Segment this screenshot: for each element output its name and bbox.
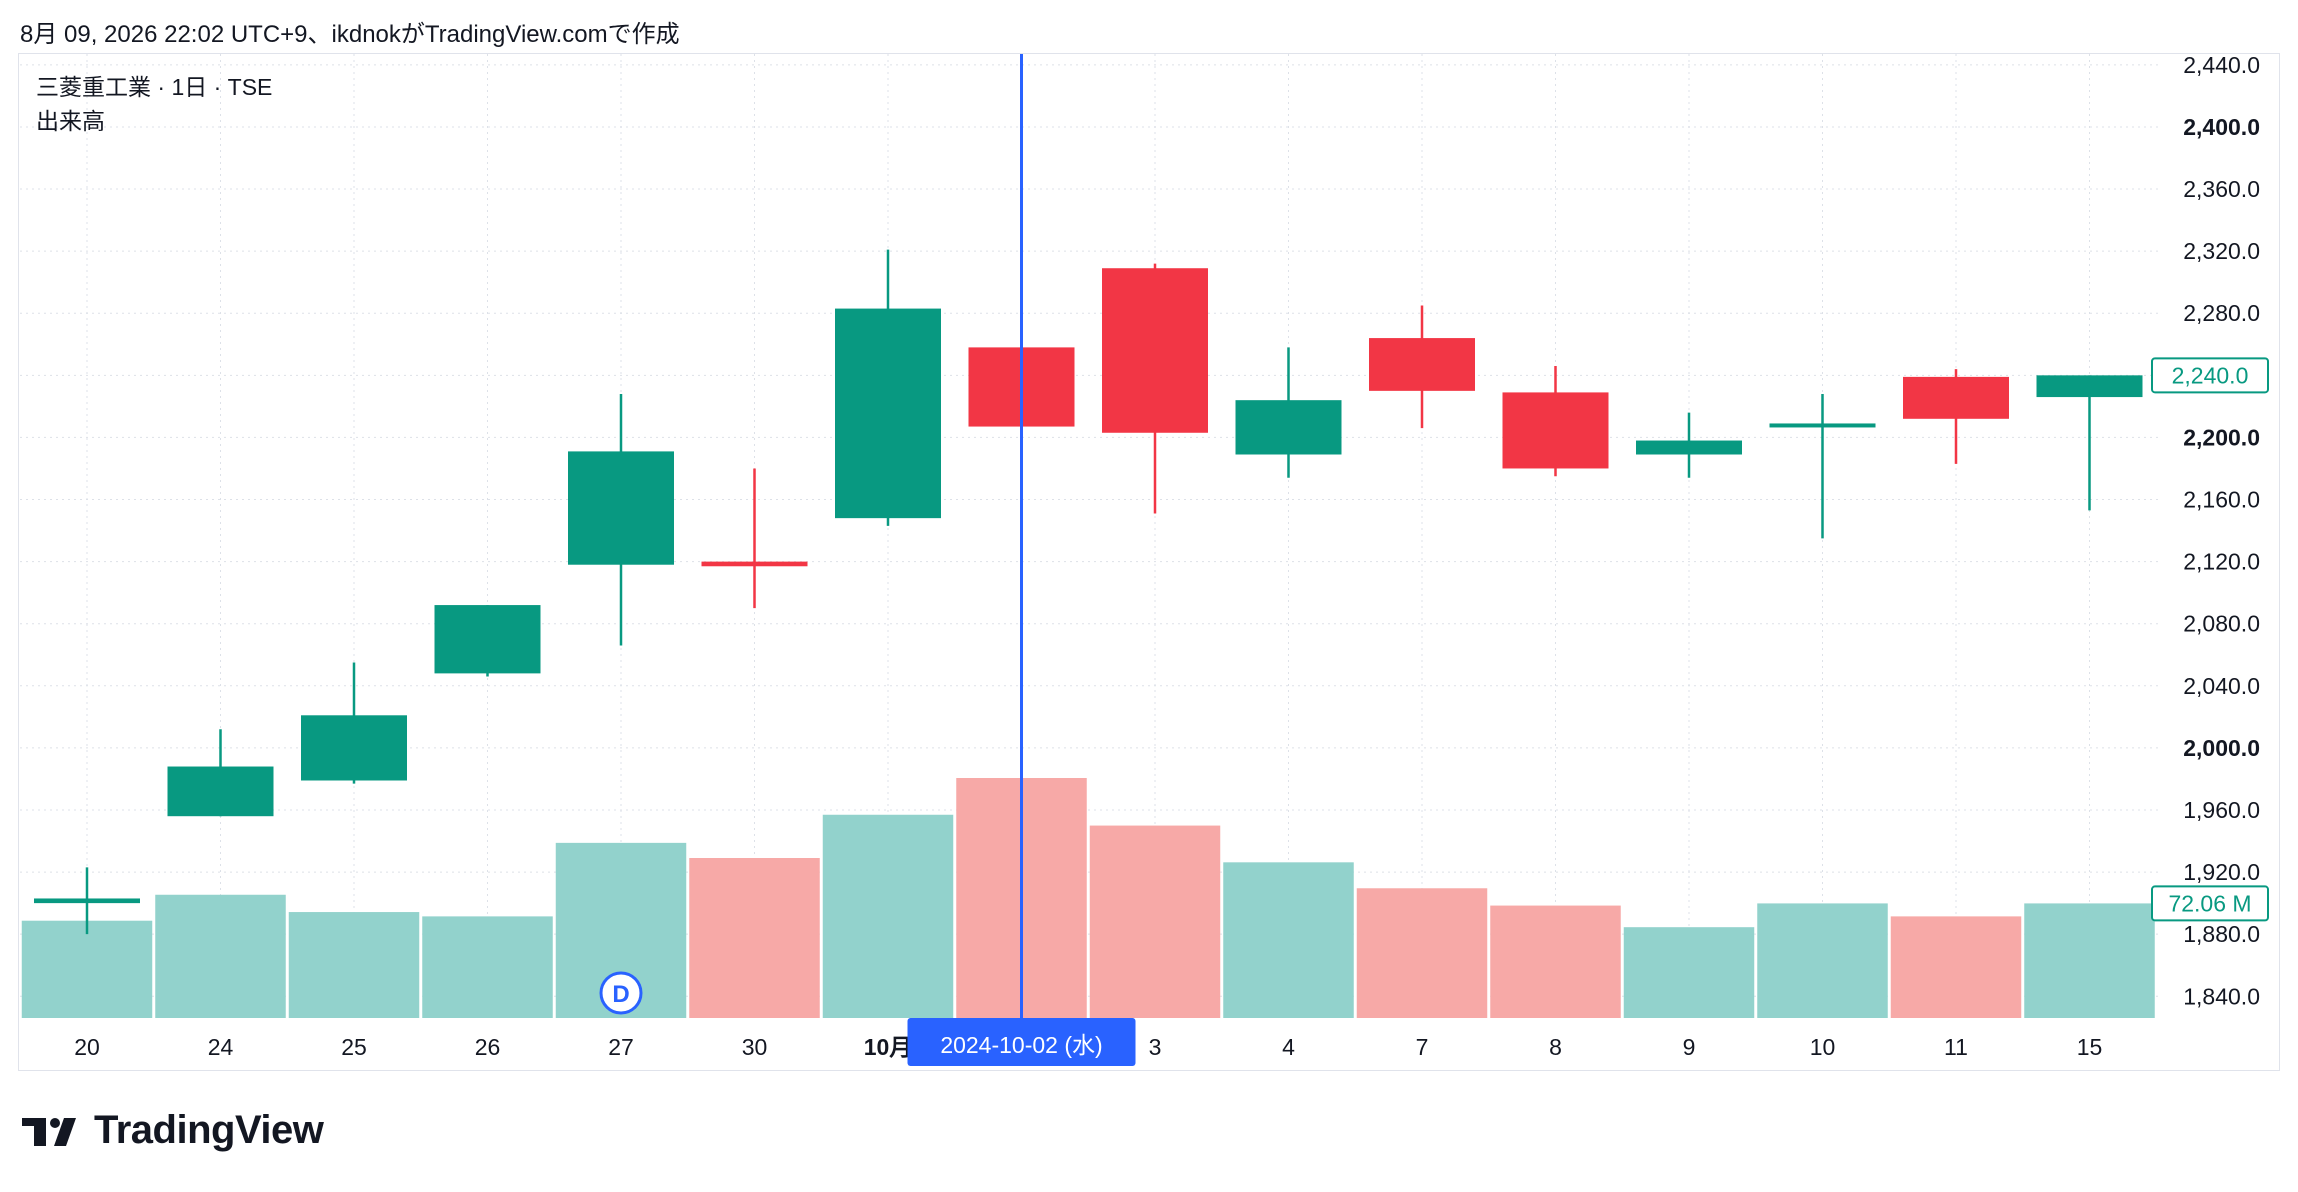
dividend-marker-icon[interactable] xyxy=(599,971,643,1015)
time-tick-label: 20 xyxy=(74,1034,100,1060)
candle-body[interactable] xyxy=(2036,375,2143,398)
volume-bar xyxy=(2024,903,2155,1018)
price-tick-label: 2,320.0 xyxy=(2183,238,2260,264)
time-tick-label: 30 xyxy=(742,1034,768,1060)
price-tick-label: 2,160.0 xyxy=(2183,487,2260,513)
time-tick-label: 4 xyxy=(1282,1034,1295,1060)
time-axis[interactable]: 20242526273010月234789101115 xyxy=(74,1034,2102,1060)
symbol-title[interactable]: 三菱重工業 · 1日 · TSE xyxy=(36,74,273,100)
price-tick-label: 2,280.0 xyxy=(2183,300,2260,326)
chart-legend: 三菱重工業 · 1日 · TSE 出来高 xyxy=(36,70,272,138)
price-tick-label: 1,880.0 xyxy=(2183,921,2260,947)
time-tick-label: 8 xyxy=(1549,1034,1562,1060)
chart-frame[interactable] xyxy=(18,53,2280,1071)
candle-body[interactable] xyxy=(1769,423,1876,428)
volume-bar xyxy=(1490,905,1621,1018)
tradingview-logo[interactable]: TradingView xyxy=(22,1108,324,1153)
price-tick-label: 2,440.0 xyxy=(2183,52,2260,78)
volume-indicator-label[interactable]: 出来高 xyxy=(36,108,105,134)
last-volume-badge xyxy=(2151,885,2269,922)
price-tick-label: 1,920.0 xyxy=(2183,859,2260,885)
time-tick-label: 9 xyxy=(1683,1034,1696,1060)
volume-bar xyxy=(1623,927,1755,1018)
volume-bar xyxy=(1890,916,2022,1018)
crosshair-date-badge xyxy=(907,1018,1136,1066)
candle-body[interactable] xyxy=(1235,400,1342,455)
time-tick-label: 24 xyxy=(208,1034,234,1060)
time-tick-label: 25 xyxy=(341,1034,367,1060)
volume-bar xyxy=(288,912,420,1018)
price-tick-label: 2,080.0 xyxy=(2183,611,2260,637)
volume-bar xyxy=(689,858,820,1018)
time-tick-label: 26 xyxy=(475,1034,501,1060)
candle-body[interactable] xyxy=(1102,268,1208,433)
volume-bar xyxy=(21,920,153,1018)
time-tick-label: 11 xyxy=(1944,1034,1968,1060)
event-markers[interactable]: D xyxy=(599,971,643,1015)
chart-snapshot-header: 8月 09, 2026 22:02 UTC+9、ikdnokがTradingVi… xyxy=(20,21,680,48)
candle-body[interactable] xyxy=(34,898,140,904)
time-tick-label: 10月 xyxy=(864,1034,913,1060)
candle-body[interactable] xyxy=(167,766,274,817)
candle-body[interactable] xyxy=(1903,376,2009,419)
volume-bar xyxy=(422,916,553,1018)
time-tick-label: 27 xyxy=(608,1034,634,1060)
price-tick-label: 2,200.0 xyxy=(2183,424,2260,450)
last-price-badge xyxy=(2151,357,2269,394)
candle-body[interactable] xyxy=(701,561,808,567)
candle-body[interactable] xyxy=(434,605,541,674)
candle-body[interactable] xyxy=(568,451,674,565)
volume-bar xyxy=(1356,888,1488,1018)
volume-bar xyxy=(155,894,286,1018)
time-tick-label: 15 xyxy=(2077,1034,2103,1060)
volume-bar xyxy=(1757,903,1888,1018)
price-axis[interactable]: 2,440.02,400.02,360.02,320.02,280.02,240… xyxy=(2183,52,2260,1009)
price-tick-label: 1,960.0 xyxy=(2183,797,2260,823)
time-tick-label: 7 xyxy=(1416,1034,1429,1060)
crosshair-date-text: 2024-10-02 (水) xyxy=(940,1032,1102,1058)
tradingview-logo-icon xyxy=(22,1117,76,1146)
dividend-marker-label: D xyxy=(612,981,629,1008)
volume-bar xyxy=(822,814,954,1018)
brand-name: TradingView xyxy=(94,1108,324,1152)
time-tick-label: 3 xyxy=(1149,1034,1162,1060)
last-volume-text: 72.06 M xyxy=(2168,890,2251,916)
price-tick-label: 1,840.0 xyxy=(2183,983,2260,1009)
price-tick-label: 2,360.0 xyxy=(2183,176,2260,202)
candle-body[interactable] xyxy=(1369,338,1475,391)
volume-bars xyxy=(21,778,2155,1018)
candle-body[interactable] xyxy=(301,715,407,781)
last-price-text: 2,240.0 xyxy=(2172,362,2249,388)
axis-badges: 2024-10-02 (水) 2,240.0 72.06 M xyxy=(907,357,2269,1066)
time-tick-label: 10 xyxy=(1810,1034,1836,1060)
candle-body[interactable] xyxy=(1636,440,1742,455)
volume-bar xyxy=(1223,862,1354,1018)
price-candles xyxy=(34,154,2143,935)
price-tick-label: 2,120.0 xyxy=(2183,549,2260,575)
volume-bar xyxy=(1089,825,1221,1018)
price-tick-label: 2,000.0 xyxy=(2183,735,2260,761)
candle-body[interactable] xyxy=(835,308,941,519)
price-tick-label: 2,400.0 xyxy=(2183,114,2260,140)
price-tick-label: 2,040.0 xyxy=(2183,673,2260,699)
candle-body[interactable] xyxy=(1502,392,1609,469)
